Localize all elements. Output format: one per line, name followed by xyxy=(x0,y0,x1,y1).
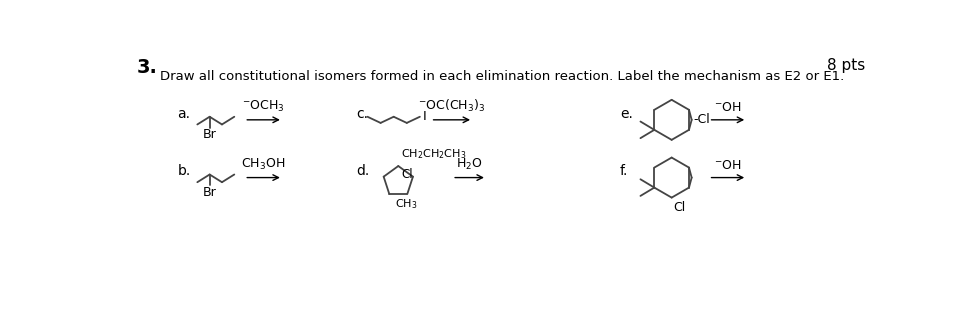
Text: f.: f. xyxy=(620,164,628,178)
Text: Cl: Cl xyxy=(673,201,685,214)
Text: $^{-}$OCH$_3$: $^{-}$OCH$_3$ xyxy=(242,99,285,115)
Text: d.: d. xyxy=(356,164,369,178)
Text: c.: c. xyxy=(356,107,368,121)
Text: H$_2$O: H$_2$O xyxy=(457,157,483,172)
Text: 8 pts: 8 pts xyxy=(827,58,865,73)
Text: a.: a. xyxy=(177,107,190,121)
Text: Draw all constitutional isomers formed in each elimination reaction. Label the m: Draw all constitutional isomers formed i… xyxy=(160,70,845,83)
Text: e.: e. xyxy=(620,107,633,121)
Text: Br: Br xyxy=(203,128,217,141)
Text: $^{-}$OC(CH$_3$)$_3$: $^{-}$OC(CH$_3$)$_3$ xyxy=(418,98,485,115)
Text: Cl: Cl xyxy=(402,168,413,181)
Text: CH$_2$CH$_2$CH$_3$: CH$_2$CH$_2$CH$_3$ xyxy=(402,147,466,161)
Text: -Cl: -Cl xyxy=(693,113,710,126)
Text: 3.: 3. xyxy=(136,58,158,77)
Text: b.: b. xyxy=(177,164,190,178)
Text: $^{-}$OH: $^{-}$OH xyxy=(714,101,742,115)
Text: CH$_3$: CH$_3$ xyxy=(395,197,417,211)
Text: $^{-}$OH: $^{-}$OH xyxy=(714,159,742,172)
Text: CH$_3$OH: CH$_3$OH xyxy=(241,157,285,172)
Text: I: I xyxy=(423,110,426,123)
Text: Br: Br xyxy=(203,186,217,199)
